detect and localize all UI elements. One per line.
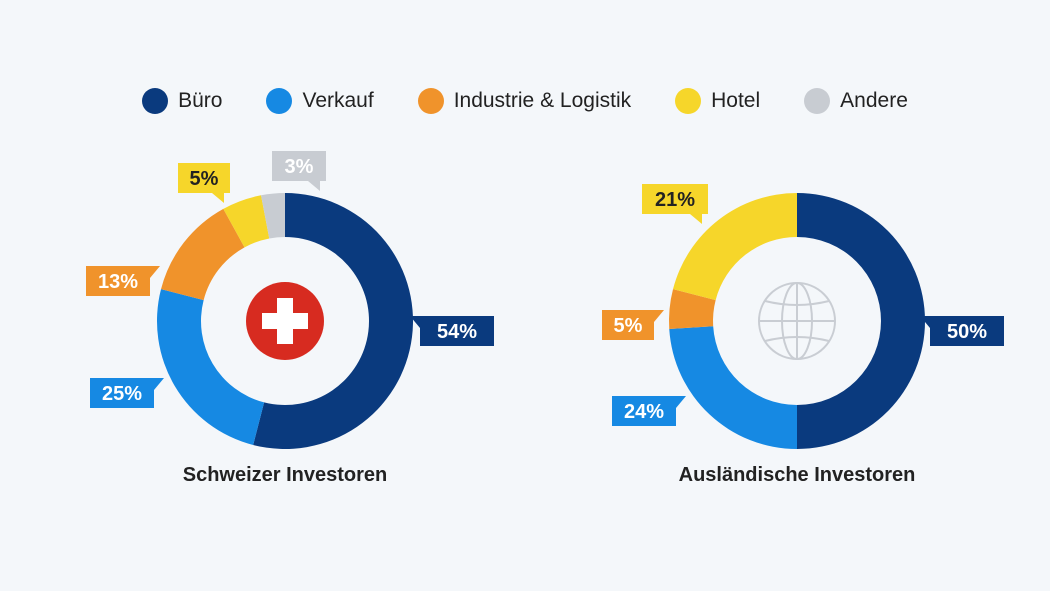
- data-label-text-1-2: 5%: [614, 315, 643, 337]
- data-label-1-1: 24%: [612, 396, 686, 426]
- donut-slice-0-4: [261, 193, 285, 239]
- chart-title-swiss: Schweizer Investoren: [182, 464, 388, 486]
- chart-title-foreign: Ausländische Investoren: [678, 464, 916, 486]
- data-label-text-0-2: 13%: [98, 271, 138, 293]
- legend-item-verkauf: Verkauf: [266, 88, 374, 114]
- data-label-0-2: 13%: [86, 266, 160, 296]
- data-label-1-0: 50%: [920, 316, 1004, 346]
- legend-label-andere: Andere: [840, 89, 908, 112]
- legend-item-buero: Büro: [142, 88, 222, 114]
- data-label-text-0-0: 54%: [437, 321, 477, 343]
- legend-swatch-verkauf: [266, 88, 293, 114]
- donut-slice-0-2: [161, 208, 245, 301]
- globe-icon: [758, 282, 836, 360]
- data-label-text-1-3: 21%: [655, 189, 695, 211]
- legend-swatch-buero: [142, 88, 169, 114]
- data-label-0-0: 54%: [410, 316, 494, 346]
- donut-slice-1-2: [669, 289, 716, 330]
- legend-item-industrie: Industrie & Logistik: [417, 88, 632, 114]
- data-label-0-3: 5%: [178, 163, 230, 203]
- legend-item-hotel: Hotel: [675, 88, 760, 114]
- data-label-text-0-4: 3%: [285, 156, 314, 178]
- donut-slice-0-3: [223, 195, 270, 248]
- donut-slice-1-3: [673, 193, 797, 301]
- legend-swatch-industrie: [417, 88, 444, 114]
- data-label-text-0-1: 25%: [102, 383, 142, 405]
- chart-foreign-investors: 50% 24% 5% 21%: [602, 184, 1004, 449]
- legend-label-buero: Büro: [178, 89, 223, 112]
- swiss-flag-icon: [246, 282, 324, 360]
- donut-slice-0-0: [253, 193, 414, 449]
- donut-slice-0-1: [157, 289, 265, 445]
- legend-swatch-andere: [804, 88, 831, 114]
- data-label-0-4: 3%: [272, 151, 326, 191]
- data-label-text-0-3: 5%: [190, 168, 219, 190]
- legend-label-verkauf: Verkauf: [302, 89, 374, 112]
- donut-slice-1-0: [797, 193, 925, 449]
- legend-label-hotel: Hotel: [711, 89, 761, 112]
- data-label-0-1: 25%: [90, 378, 164, 408]
- data-label-text-1-0: 50%: [947, 321, 987, 343]
- data-label-1-3: 21%: [642, 184, 708, 224]
- legend-label-industrie: Industrie & Logistik: [453, 89, 632, 112]
- legend-item-andere: Andere: [804, 88, 908, 114]
- donut-slice-1-1: [669, 326, 797, 449]
- legend: Büro Verkauf Industrie & Logistik Hotel …: [0, 88, 1050, 114]
- data-label-text-1-1: 24%: [624, 401, 664, 423]
- data-label-1-2: 5%: [602, 310, 664, 340]
- legend-swatch-hotel: [675, 88, 702, 114]
- chart-swiss-investors: 54% 25% 13% 5% 3%: [86, 151, 494, 449]
